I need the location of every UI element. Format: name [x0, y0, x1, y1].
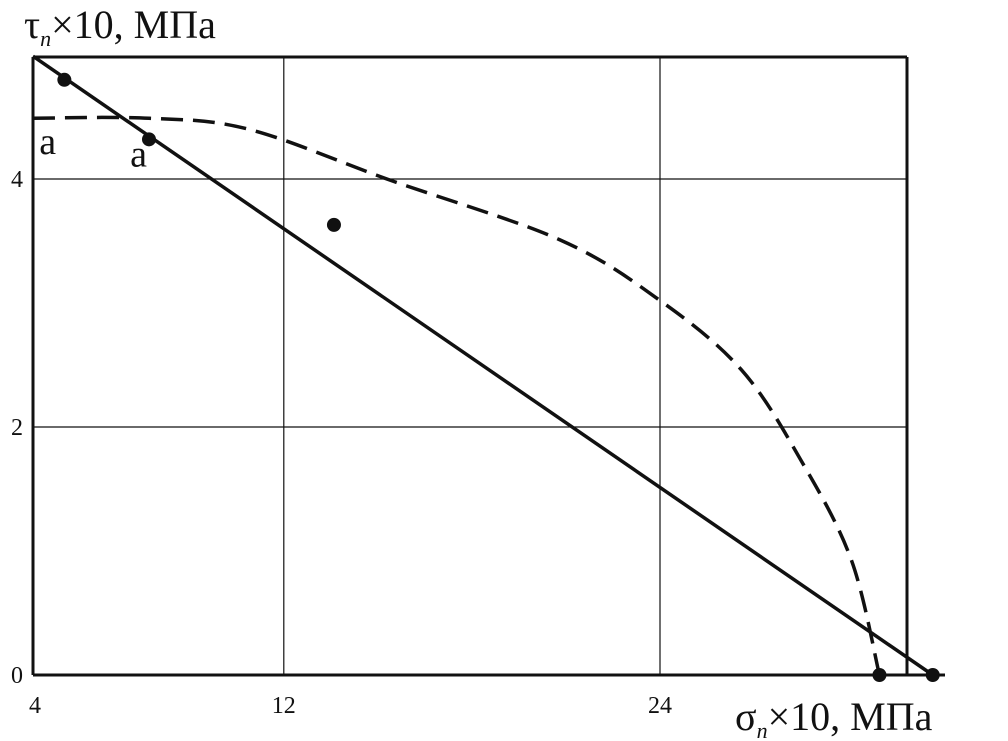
y-tick-label: 2: [11, 415, 23, 441]
annotation-label: a: [130, 134, 147, 176]
x-tick-label: 24: [648, 693, 672, 719]
series-dashed-line: [32, 115, 882, 676]
annotation-label: a: [39, 121, 56, 163]
x-axis-label: σn×10, МПа: [735, 694, 933, 741]
y-axis-label: τn×10, МПа: [24, 2, 216, 51]
grid: [31, 55, 945, 677]
data-point: [57, 72, 72, 87]
series-lines: [32, 54, 934, 677]
series-solid-line: [32, 54, 934, 677]
data-point: [326, 217, 341, 232]
data-point: [925, 668, 940, 682]
data-point: [872, 668, 887, 682]
data-point: [141, 132, 156, 147]
data-points: [57, 72, 940, 682]
x-tick-label: 4: [29, 693, 41, 719]
y-tick-label: 0: [11, 663, 23, 689]
x-tick-label: 12: [272, 693, 296, 719]
y-tick-label: 4: [11, 167, 23, 193]
